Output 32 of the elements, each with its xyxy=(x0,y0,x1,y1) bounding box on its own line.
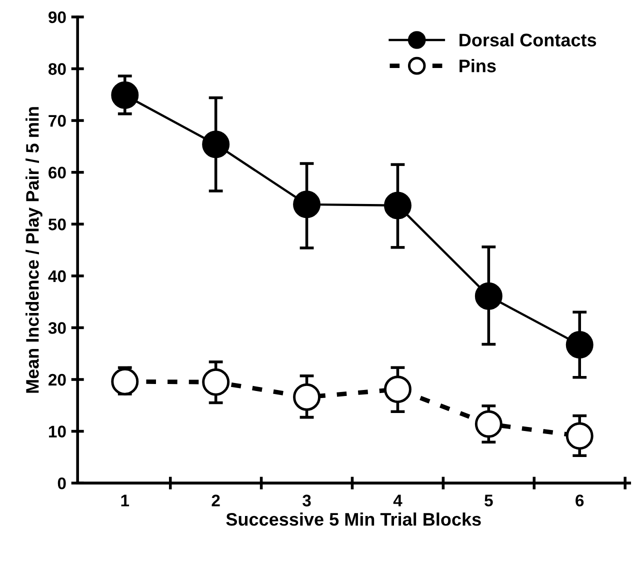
legend-label: Pins xyxy=(460,59,496,72)
point xyxy=(474,282,502,310)
point xyxy=(474,410,502,438)
y-tick-label: 0 xyxy=(58,477,66,490)
point xyxy=(202,368,230,396)
y-tick-label: 30 xyxy=(48,322,66,334)
point xyxy=(566,422,594,450)
point xyxy=(384,376,412,404)
x-tick-label: 6 xyxy=(576,494,584,506)
y-tick-label: 50 xyxy=(48,218,66,230)
x-tick-label: 2 xyxy=(212,494,220,506)
y-tick-label: 90 xyxy=(48,11,66,24)
y-tick-label: 80 xyxy=(48,63,66,75)
y-tick-label: 40 xyxy=(48,270,66,282)
x-tick-label: 5 xyxy=(484,494,493,506)
point xyxy=(111,368,139,396)
point xyxy=(384,192,412,220)
y-tick-label: 10 xyxy=(48,426,66,438)
y-tick-label: 70 xyxy=(48,114,66,127)
point xyxy=(293,190,321,218)
point xyxy=(111,81,139,109)
y-tick-label: 60 xyxy=(48,166,66,179)
point xyxy=(293,383,321,411)
y-axis-title: Mean Incidence / Play Pair / 5 min xyxy=(26,107,42,393)
point xyxy=(566,331,594,359)
x-tick-label: 3 xyxy=(302,494,311,506)
x-tick-label: 4 xyxy=(393,494,402,506)
legend-label: Dorsal Contacts xyxy=(460,33,596,46)
x-axis-title: Successive 5 Min Trial Blocks xyxy=(226,512,481,526)
point xyxy=(202,130,230,158)
y-tick-label: 20 xyxy=(48,374,66,386)
x-tick-label: 1 xyxy=(121,494,130,506)
